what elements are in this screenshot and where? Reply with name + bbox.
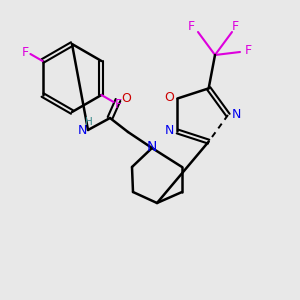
Text: H: H [85, 117, 93, 127]
Text: F: F [231, 20, 239, 32]
Text: N: N [147, 140, 157, 154]
Text: O: O [164, 91, 174, 104]
Text: F: F [244, 44, 252, 58]
Text: F: F [22, 46, 29, 59]
Text: F: F [188, 20, 195, 32]
Text: N: N [77, 124, 87, 136]
Text: N: N [231, 107, 241, 121]
Text: N: N [165, 124, 174, 137]
Text: O: O [121, 92, 131, 106]
Text: F: F [115, 98, 122, 110]
